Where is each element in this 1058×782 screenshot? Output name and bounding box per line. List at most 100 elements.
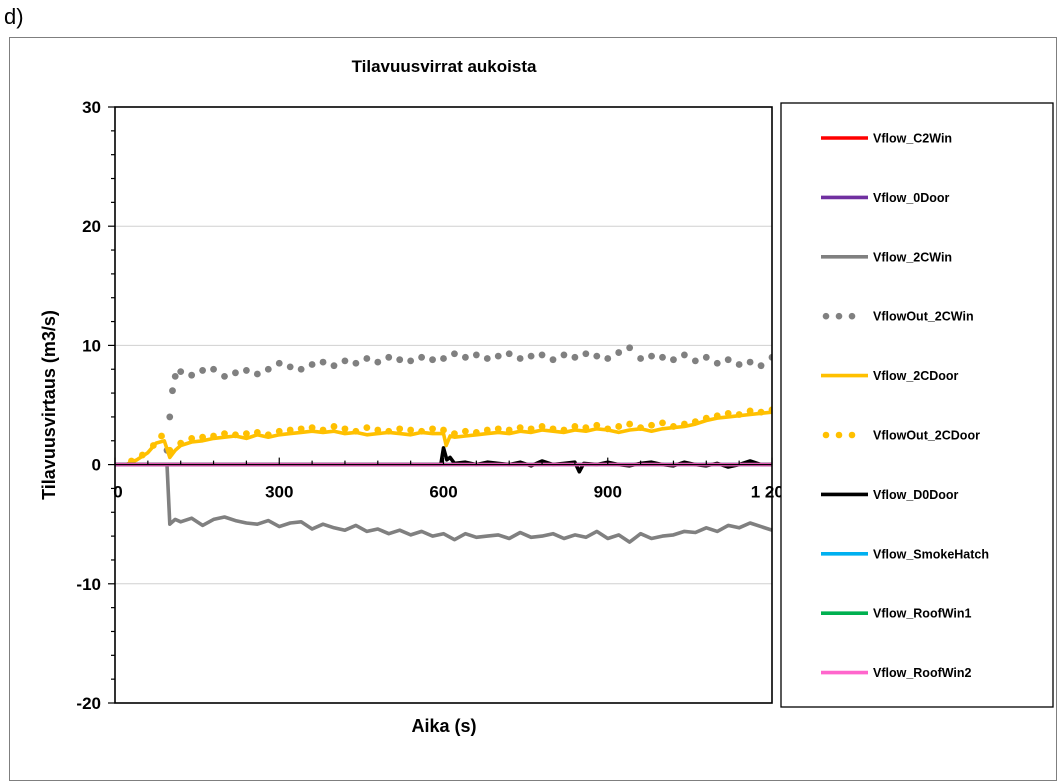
- point-vflowout-2cwin: [308, 361, 316, 368]
- point-vflowout-2cwin: [757, 362, 765, 370]
- legend-swatch-vflowout-2cwin: [848, 312, 856, 320]
- point-vflowout-2cwin: [604, 355, 612, 362]
- legend-label-vflowout-2cdoor: VflowOut_2CDoor: [873, 429, 980, 443]
- point-vflowout-2cwin: [166, 413, 174, 421]
- point-vflowout-2cdoor: [538, 423, 546, 430]
- legend-label-vflowout-2cwin: VflowOut_2CWin: [873, 310, 974, 324]
- point-vflowout-2cwin: [210, 365, 217, 373]
- point-vflowout-2cdoor: [158, 432, 165, 440]
- point-vflowout-2cwin: [286, 363, 294, 371]
- point-vflowout-2cwin: [363, 355, 371, 362]
- point-vflowout-2cdoor: [451, 430, 458, 438]
- point-vflowout-2cwin: [527, 352, 535, 360]
- point-vflowout-2cdoor: [505, 426, 513, 434]
- point-vflowout-2cdoor: [462, 427, 469, 435]
- legend-swatch-vflowout-2cwin: [835, 312, 843, 320]
- point-vflowout-2cdoor: [713, 412, 721, 420]
- point-vflowout-2cwin: [418, 353, 425, 361]
- point-vflowout-2cdoor: [626, 420, 634, 428]
- point-vflowout-2cwin: [560, 351, 568, 359]
- y-tick-label: -10: [76, 575, 101, 594]
- plot-area-border: [114, 106, 773, 704]
- point-vflowout-2cdoor: [330, 423, 338, 430]
- y-tick-label: 0: [92, 456, 101, 475]
- legend-label-vflow-smokehatch: Vflow_SmokeHatch: [873, 547, 989, 561]
- point-vflowout-2cdoor: [724, 409, 732, 417]
- point-vflowout-2cwin: [494, 352, 502, 360]
- point-vflowout-2cdoor: [253, 429, 261, 436]
- point-vflowout-2cwin: [243, 367, 250, 374]
- point-vflowout-2cdoor: [221, 430, 228, 438]
- point-vflowout-2cdoor: [604, 425, 612, 433]
- point-vflowout-2cwin: [177, 368, 185, 376]
- gridlines: [115, 225, 772, 585]
- point-vflowout-2cwin: [275, 359, 283, 367]
- point-vflowout-2cdoor: [308, 424, 316, 432]
- point-vflowout-2cdoor: [275, 427, 283, 435]
- point-vflowout-2cdoor: [670, 423, 677, 430]
- legend-label-vflow-roofwin2: Vflow_RoofWin2: [873, 666, 972, 680]
- point-vflowout-2cdoor: [374, 426, 382, 434]
- point-vflowout-2cwin: [549, 356, 557, 364]
- point-vflowout-2cdoor: [128, 457, 135, 465]
- point-vflowout-2cwin: [483, 355, 491, 362]
- point-vflowout-2cwin: [232, 369, 239, 377]
- legend-box: [780, 102, 1054, 708]
- point-vflowout-2cdoor: [243, 430, 250, 438]
- point-vflowout-2cdoor: [418, 427, 425, 435]
- point-vflowout-2cdoor: [549, 425, 557, 433]
- point-vflowout-2cwin: [188, 371, 196, 379]
- point-vflowout-2cwin: [385, 353, 393, 361]
- point-vflowout-2cwin: [440, 355, 447, 362]
- point-vflowout-2cdoor: [681, 420, 688, 428]
- point-vflowout-2cwin: [538, 351, 546, 359]
- y-tick-label: -20: [76, 694, 101, 713]
- x-tick-label: 600: [429, 483, 457, 502]
- chart-title: Tilavuusvirrat aukoista: [352, 57, 537, 76]
- point-vflowout-2cdoor: [264, 431, 272, 439]
- point-vflowout-2cwin: [582, 350, 590, 358]
- point-vflowout-2cwin: [297, 365, 305, 373]
- point-vflowout-2cwin: [626, 344, 634, 352]
- point-vflowout-2cdoor: [757, 408, 765, 416]
- point-vflowout-2cdoor: [188, 434, 196, 442]
- series-line-vflow-2cdoor: [115, 410, 772, 467]
- point-vflowout-2cwin: [374, 358, 382, 366]
- point-vflowout-2cwin: [593, 352, 601, 360]
- point-vflowout-2cdoor: [659, 419, 666, 427]
- point-vflowout-2cwin: [199, 367, 207, 374]
- point-vflowout-2cwin: [169, 387, 176, 395]
- point-vflowout-2cdoor: [177, 439, 185, 447]
- point-vflowout-2cdoor: [691, 418, 699, 426]
- point-vflowout-2cwin: [691, 357, 699, 365]
- point-vflowout-2cwin: [451, 350, 458, 358]
- point-vflowout-2cwin: [472, 351, 480, 359]
- point-vflowout-2cdoor: [483, 426, 491, 434]
- point-vflowout-2cdoor: [440, 426, 447, 434]
- legend-swatch-vflowout-2cdoor: [835, 431, 843, 439]
- point-vflowout-2cdoor: [560, 426, 568, 434]
- point-vflowout-2cdoor: [138, 451, 146, 459]
- point-vflowout-2cdoor: [615, 423, 623, 430]
- point-vflowout-2cdoor: [582, 424, 590, 432]
- x-tick-label: 900: [594, 483, 622, 502]
- legend-label-vflow-0door: Vflow_0Door: [873, 191, 950, 205]
- legend-swatch-vflowout-2cwin: [822, 312, 830, 320]
- point-vflowout-2cwin: [648, 352, 655, 360]
- legend-label-vflow-c2win: Vflow_C2Win: [873, 132, 952, 146]
- point-vflowout-2cdoor: [385, 427, 393, 435]
- legend-label-vflow-d0door: Vflow_D0Door: [873, 488, 959, 502]
- point-vflowout-2cwin: [264, 365, 272, 373]
- point-vflowout-2cwin: [768, 353, 772, 361]
- y-tick-label: 30: [82, 98, 101, 117]
- point-vflowout-2cdoor: [352, 427, 360, 435]
- x-tick-label: 300: [265, 483, 293, 502]
- point-vflowout-2cdoor: [407, 426, 415, 434]
- point-vflowout-2cwin: [352, 359, 360, 367]
- point-vflowout-2cwin: [713, 359, 721, 367]
- series-layer: [115, 344, 772, 544]
- point-vflowout-2cwin: [505, 350, 513, 358]
- point-vflowout-2cdoor: [319, 426, 327, 434]
- legend-label-vflow-2cdoor: Vflow_2CDoor: [873, 369, 959, 383]
- point-vflowout-2cdoor: [341, 425, 349, 433]
